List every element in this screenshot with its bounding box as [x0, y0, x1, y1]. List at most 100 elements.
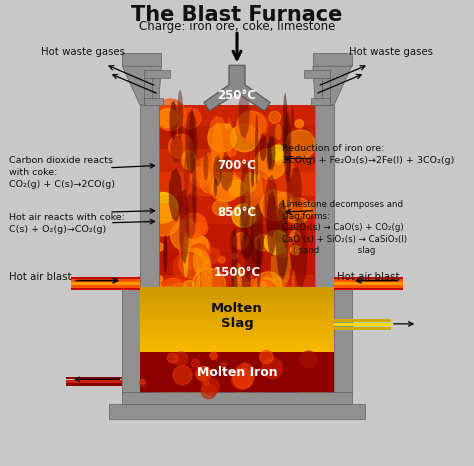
Circle shape — [293, 376, 298, 381]
Polygon shape — [244, 172, 257, 193]
Text: Reduction of iron ore:
3CO(g) + Fe₂O₃(s)→2Fe(l) + 3CO₂(g): Reduction of iron ore: 3CO(g) + Fe₂O₃(s)… — [282, 144, 455, 165]
Polygon shape — [159, 126, 315, 149]
Polygon shape — [159, 105, 315, 126]
Circle shape — [233, 369, 253, 389]
Circle shape — [260, 350, 273, 363]
Circle shape — [235, 364, 255, 384]
Polygon shape — [255, 113, 258, 185]
Circle shape — [268, 346, 297, 374]
Polygon shape — [170, 100, 177, 140]
Circle shape — [233, 298, 259, 323]
Polygon shape — [227, 309, 231, 340]
Polygon shape — [249, 349, 272, 395]
Circle shape — [301, 328, 327, 353]
Polygon shape — [159, 105, 315, 287]
Polygon shape — [240, 293, 261, 349]
Text: Hot air reacts with coke:
C(s) + O₂(g)→CO₂(g): Hot air reacts with coke: C(s) + O₂(g)→C… — [9, 213, 125, 234]
Polygon shape — [284, 112, 292, 183]
Circle shape — [292, 354, 307, 369]
Bar — [144, 98, 163, 105]
Circle shape — [145, 347, 177, 378]
Bar — [66, 380, 122, 383]
Circle shape — [140, 382, 146, 387]
Polygon shape — [275, 339, 294, 390]
Circle shape — [201, 376, 207, 381]
Polygon shape — [213, 156, 222, 187]
Circle shape — [255, 272, 282, 298]
Polygon shape — [214, 177, 217, 197]
Circle shape — [146, 306, 165, 324]
Polygon shape — [227, 117, 232, 158]
Circle shape — [214, 350, 238, 374]
Bar — [122, 53, 161, 66]
Polygon shape — [200, 300, 209, 357]
Text: Hot air blast: Hot air blast — [9, 272, 72, 282]
Polygon shape — [313, 66, 352, 105]
Bar — [71, 276, 140, 279]
Circle shape — [219, 257, 225, 263]
Circle shape — [291, 231, 300, 240]
Polygon shape — [238, 88, 250, 139]
Bar — [140, 105, 159, 287]
Circle shape — [173, 366, 192, 384]
Bar — [140, 300, 334, 303]
Circle shape — [221, 362, 226, 367]
Polygon shape — [256, 236, 261, 291]
Circle shape — [289, 179, 296, 186]
Circle shape — [228, 148, 236, 157]
Circle shape — [161, 354, 174, 367]
Polygon shape — [292, 298, 304, 358]
Circle shape — [174, 375, 202, 402]
Polygon shape — [271, 241, 291, 289]
Circle shape — [255, 297, 260, 302]
Circle shape — [167, 343, 173, 349]
Circle shape — [260, 364, 274, 379]
Circle shape — [269, 111, 281, 123]
Circle shape — [205, 248, 220, 263]
Circle shape — [242, 171, 270, 198]
Circle shape — [155, 243, 164, 251]
Circle shape — [246, 280, 278, 311]
Circle shape — [269, 190, 276, 196]
Polygon shape — [192, 156, 197, 224]
Circle shape — [174, 352, 188, 366]
Circle shape — [209, 170, 242, 202]
Bar — [140, 287, 334, 352]
Polygon shape — [291, 106, 294, 130]
Bar — [322, 78, 330, 105]
Polygon shape — [156, 346, 174, 410]
Bar — [334, 282, 403, 285]
Bar — [140, 342, 334, 345]
Polygon shape — [193, 249, 204, 274]
Circle shape — [291, 246, 300, 255]
Circle shape — [284, 234, 302, 252]
Polygon shape — [182, 149, 197, 171]
Polygon shape — [203, 152, 209, 181]
Circle shape — [238, 112, 268, 141]
Circle shape — [228, 367, 255, 394]
Circle shape — [300, 351, 317, 368]
Bar — [140, 329, 334, 332]
Bar — [140, 345, 334, 349]
Bar — [311, 98, 330, 105]
Circle shape — [295, 120, 303, 128]
Circle shape — [229, 180, 246, 197]
Bar — [334, 276, 403, 279]
Circle shape — [186, 328, 205, 346]
Bar — [140, 326, 334, 329]
Polygon shape — [276, 199, 289, 280]
Bar — [334, 319, 391, 322]
Polygon shape — [241, 265, 251, 302]
Polygon shape — [159, 224, 315, 252]
Bar — [140, 319, 334, 322]
Polygon shape — [273, 143, 285, 165]
Polygon shape — [291, 270, 295, 331]
Polygon shape — [267, 135, 275, 171]
Bar — [109, 404, 365, 419]
Polygon shape — [259, 133, 267, 162]
Polygon shape — [122, 66, 161, 105]
Text: 700°C: 700°C — [218, 159, 256, 172]
Circle shape — [169, 134, 193, 158]
Bar — [334, 285, 403, 288]
Polygon shape — [264, 149, 269, 202]
